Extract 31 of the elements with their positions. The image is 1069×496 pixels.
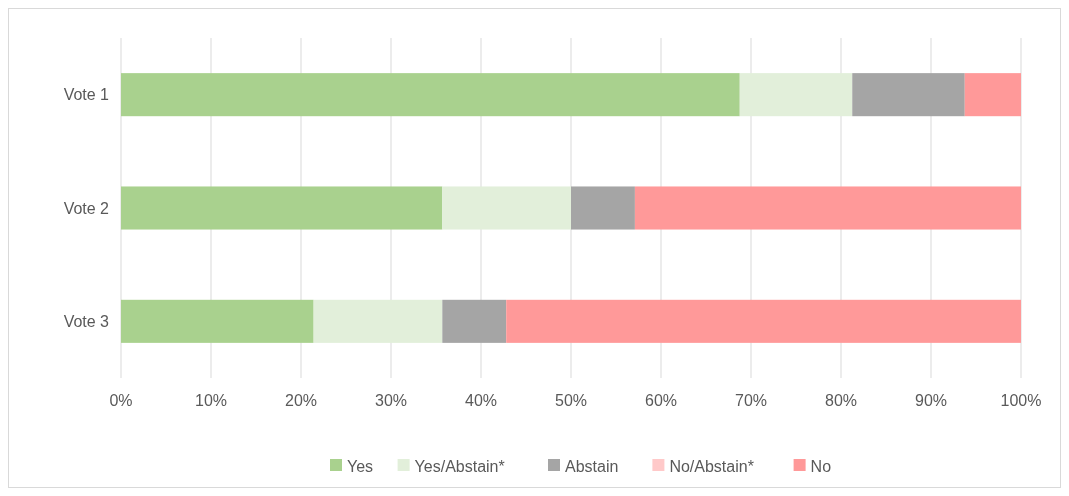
x-tick-label: 40% [464, 392, 498, 409]
x-tick-label: 0% [109, 392, 133, 409]
bar [852, 73, 965, 117]
bar [121, 299, 314, 343]
bar [121, 73, 740, 117]
legend-label: Yes [347, 457, 374, 475]
x-tick-label: 100% [1000, 392, 1042, 409]
legend-label: Yes/Abstain* [414, 457, 505, 475]
x-tick-label: 30% [374, 392, 408, 409]
x-tick-label: 10% [194, 392, 228, 409]
y-tick-label: Vote 1 [63, 86, 110, 104]
legend-label: Abstain [565, 457, 619, 475]
bar [442, 299, 507, 343]
bar [506, 299, 1021, 343]
x-tick-label: 60% [644, 392, 678, 409]
bar [739, 73, 853, 117]
x-tick-label: 80% [824, 392, 858, 409]
bar [313, 299, 443, 343]
x-tick-label: 70% [734, 392, 768, 409]
y-tick-label: Vote 3 [63, 312, 110, 330]
legend-label: No/Abstain* [669, 457, 754, 475]
bar [964, 73, 1021, 117]
x-tick-label: 90% [914, 392, 948, 409]
y-tick-label: Vote 2 [63, 199, 110, 217]
bar [634, 186, 1021, 230]
bar [121, 186, 443, 230]
bar [442, 186, 571, 230]
x-tick-label: 50% [554, 392, 588, 409]
legend-label: No [810, 457, 832, 475]
bar [571, 186, 635, 230]
x-tick-label: 20% [284, 392, 318, 409]
